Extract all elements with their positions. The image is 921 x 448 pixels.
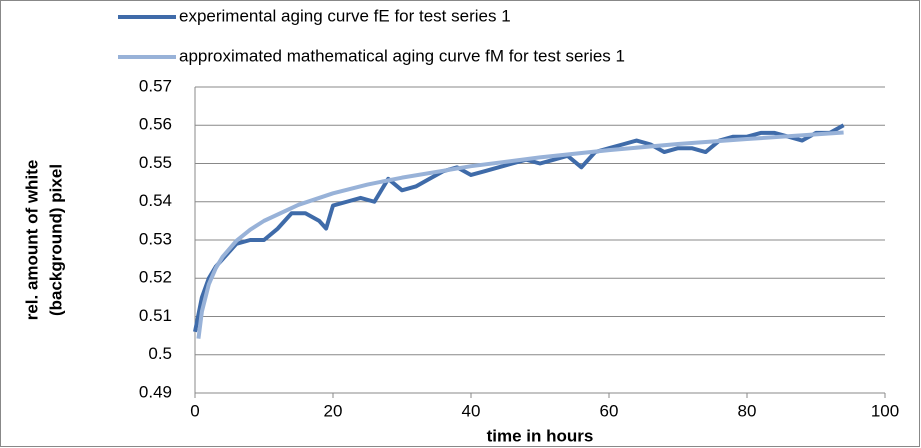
x-tick-label: 20 [324, 401, 343, 420]
y-axis-label: (background) pixel [46, 164, 65, 316]
y-tick-label: 0.51 [139, 306, 172, 325]
legend-label: approximated mathematical aging curve fM… [179, 46, 625, 65]
y-tick-label: 0.52 [139, 268, 172, 287]
y-axis-label: rel. amount of white [22, 160, 41, 321]
x-tick-label: 40 [462, 401, 481, 420]
data-line [196, 130, 844, 339]
y-tick-label: 0.56 [139, 115, 172, 134]
x-tick-label: 60 [600, 401, 619, 420]
x-tick-label: 80 [738, 401, 757, 420]
y-tick-label: 0.54 [139, 191, 172, 210]
y-tick-label: 0.49 [139, 382, 172, 401]
y-tick-label: 0.53 [139, 229, 172, 248]
data-line [193, 123, 845, 333]
y-tick-label: 0.57 [139, 76, 172, 95]
x-tick-label: 100 [871, 401, 899, 420]
y-tick-label: 0.5 [148, 344, 172, 363]
y-tick-label: 0.55 [139, 153, 172, 172]
x-tick-label: 0 [190, 401, 199, 420]
x-axis-label: time in hours [487, 426, 594, 445]
legend-label: experimental aging curve fE for test ser… [179, 6, 511, 25]
